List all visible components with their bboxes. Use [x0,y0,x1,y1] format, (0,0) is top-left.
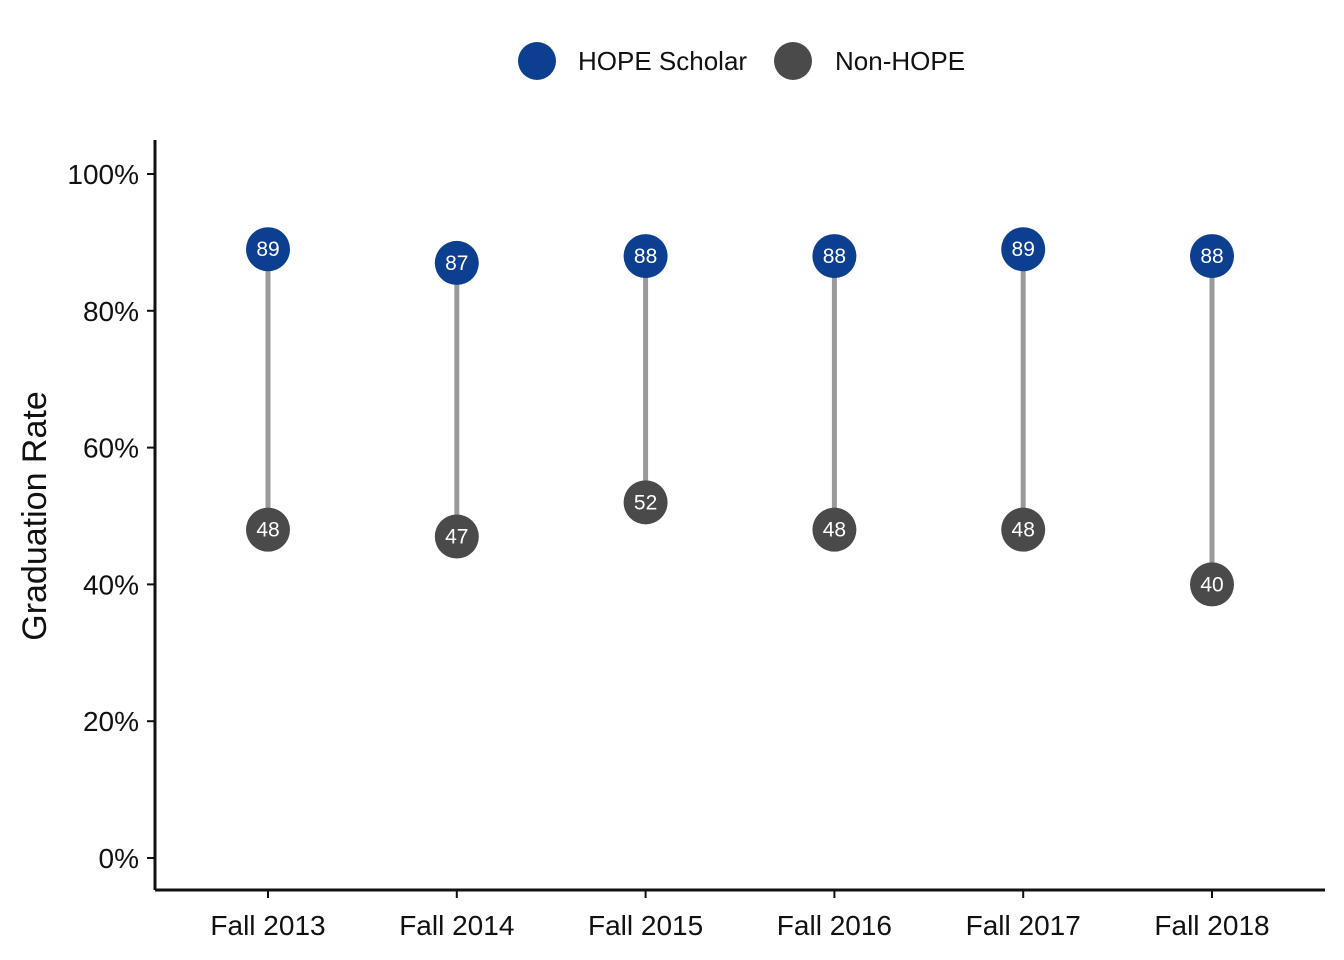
data-labels: 89 87 88 88 89 88 48 47 52 48 48 40 [256,238,1223,596]
label-hope-scholar-fall-2013: 89 [256,238,279,261]
x-tick-label-fall-2017: Fall 2017 [966,910,1081,941]
label-non-hope-fall-2016: 48 [823,519,846,542]
y-axis-ticks: 0% 20% 40% 60% 80% 100% [67,159,155,874]
label-hope-scholar-fall-2015: 88 [634,245,657,268]
label-hope-scholar-fall-2016: 88 [823,245,846,268]
point-hope-scholar-fall-2014 [434,240,479,285]
point-non-hope-fall-2015 [623,480,668,525]
point-non-hope-fall-2014 [434,514,479,559]
y-tick-label: 0% [99,843,139,874]
point-non-hope-fall-2017 [1001,507,1046,552]
y-tick-label: 80% [83,296,139,327]
x-tick-label-fall-2016: Fall 2016 [777,910,892,941]
label-hope-scholar-fall-2014: 87 [445,252,468,275]
legend: HOPE Scholar Non-HOPE [518,42,965,80]
legend-marker-hope-scholar [518,42,556,80]
point-non-hope-fall-2013 [246,507,290,552]
point-non-hope-fall-2016 [812,507,857,552]
label-non-hope-fall-2015: 52 [634,491,657,514]
legend-marker-non-hope [774,42,812,80]
y-tick-label: 40% [83,569,139,600]
legend-label-non-hope: Non-HOPE [835,46,965,76]
legend-label-hope-scholar: HOPE Scholar [578,46,747,76]
data-points [246,227,1234,607]
label-hope-scholar-fall-2017: 89 [1012,238,1035,261]
y-tick-label: 100% [67,159,139,190]
x-tick-label-fall-2018: Fall 2018 [1154,910,1269,941]
x-tick-label-fall-2015: Fall 2015 [588,910,703,941]
label-hope-scholar-fall-2018: 88 [1200,245,1223,268]
label-non-hope-fall-2013: 48 [256,519,279,542]
point-non-hope-fall-2018 [1190,562,1234,607]
point-hope-scholar-fall-2018 [1190,234,1234,279]
x-tick-label-fall-2013: Fall 2013 [210,910,325,941]
point-hope-scholar-fall-2016 [812,234,857,279]
point-hope-scholar-fall-2017 [1001,227,1046,272]
label-non-hope-fall-2014: 47 [445,526,468,549]
label-non-hope-fall-2018: 40 [1200,573,1223,596]
y-tick-label: 60% [83,433,139,464]
x-axis-ticks: Fall 2013 Fall 2014 Fall 2015 Fall 2016 Fall… [210,890,1270,941]
connector-lines [265,246,1215,587]
point-hope-scholar-fall-2015 [623,234,668,279]
axes [153,140,1325,892]
y-tick-label: 20% [83,706,139,737]
y-axis-title: Graduation Rate [16,391,54,641]
point-hope-scholar-fall-2013 [246,227,290,272]
label-non-hope-fall-2017: 48 [1012,519,1035,542]
x-tick-label-fall-2014: Fall 2014 [399,910,514,941]
